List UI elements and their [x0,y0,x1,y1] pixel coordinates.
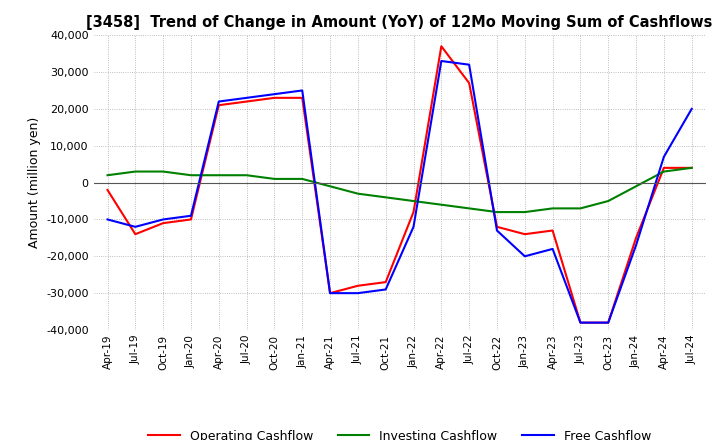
Investing Cashflow [492,209,501,215]
Investing Cashflow [159,169,168,174]
Investing Cashflow [465,206,474,211]
Operating Cashflow [465,81,474,86]
Operating Cashflow [437,44,446,49]
Free Cashflow [521,253,529,259]
Operating Cashflow [631,235,640,241]
Line: Operating Cashflow: Operating Cashflow [107,46,692,323]
Free Cashflow [437,59,446,64]
Operating Cashflow [521,231,529,237]
Operating Cashflow [409,209,418,215]
Operating Cashflow [325,290,334,296]
Free Cashflow [604,320,613,325]
Free Cashflow [465,62,474,67]
Investing Cashflow [186,172,195,178]
Investing Cashflow [215,172,223,178]
Operating Cashflow [660,165,668,170]
Investing Cashflow [437,202,446,207]
Free Cashflow [576,320,585,325]
Free Cashflow [549,246,557,252]
Operating Cashflow [688,165,696,170]
Investing Cashflow [688,165,696,170]
Operating Cashflow [215,103,223,108]
Free Cashflow [382,287,390,292]
Operating Cashflow [159,220,168,226]
Operating Cashflow [186,217,195,222]
Free Cashflow [159,217,168,222]
Free Cashflow [688,106,696,111]
Operating Cashflow [549,228,557,233]
Operating Cashflow [103,187,112,193]
Free Cashflow [660,154,668,159]
Investing Cashflow [354,191,362,196]
Investing Cashflow [549,206,557,211]
Investing Cashflow [631,183,640,189]
Investing Cashflow [382,194,390,200]
Investing Cashflow [242,172,251,178]
Operating Cashflow [298,95,307,100]
Free Cashflow [270,92,279,97]
Investing Cashflow [298,176,307,182]
Line: Investing Cashflow: Investing Cashflow [107,168,692,212]
Free Cashflow [492,228,501,233]
Investing Cashflow [325,183,334,189]
Investing Cashflow [604,198,613,204]
Investing Cashflow [409,198,418,204]
Line: Free Cashflow: Free Cashflow [107,61,692,323]
Free Cashflow [186,213,195,218]
Investing Cashflow [131,169,140,174]
Investing Cashflow [521,209,529,215]
Operating Cashflow [242,99,251,104]
Operating Cashflow [131,231,140,237]
Free Cashflow [354,290,362,296]
Operating Cashflow [382,279,390,285]
Investing Cashflow [270,176,279,182]
Free Cashflow [298,88,307,93]
Investing Cashflow [103,172,112,178]
Title: [3458]  Trend of Change in Amount (YoY) of 12Mo Moving Sum of Cashflows: [3458] Trend of Change in Amount (YoY) o… [86,15,713,30]
Free Cashflow [215,99,223,104]
Legend: Operating Cashflow, Investing Cashflow, Free Cashflow: Operating Cashflow, Investing Cashflow, … [143,425,656,440]
Free Cashflow [409,224,418,230]
Y-axis label: Amount (million yen): Amount (million yen) [27,117,40,248]
Free Cashflow [325,290,334,296]
Free Cashflow [131,224,140,230]
Investing Cashflow [660,169,668,174]
Free Cashflow [103,217,112,222]
Free Cashflow [631,242,640,248]
Operating Cashflow [492,224,501,230]
Operating Cashflow [270,95,279,100]
Free Cashflow [242,95,251,100]
Operating Cashflow [354,283,362,289]
Investing Cashflow [576,206,585,211]
Operating Cashflow [576,320,585,325]
Operating Cashflow [604,320,613,325]
